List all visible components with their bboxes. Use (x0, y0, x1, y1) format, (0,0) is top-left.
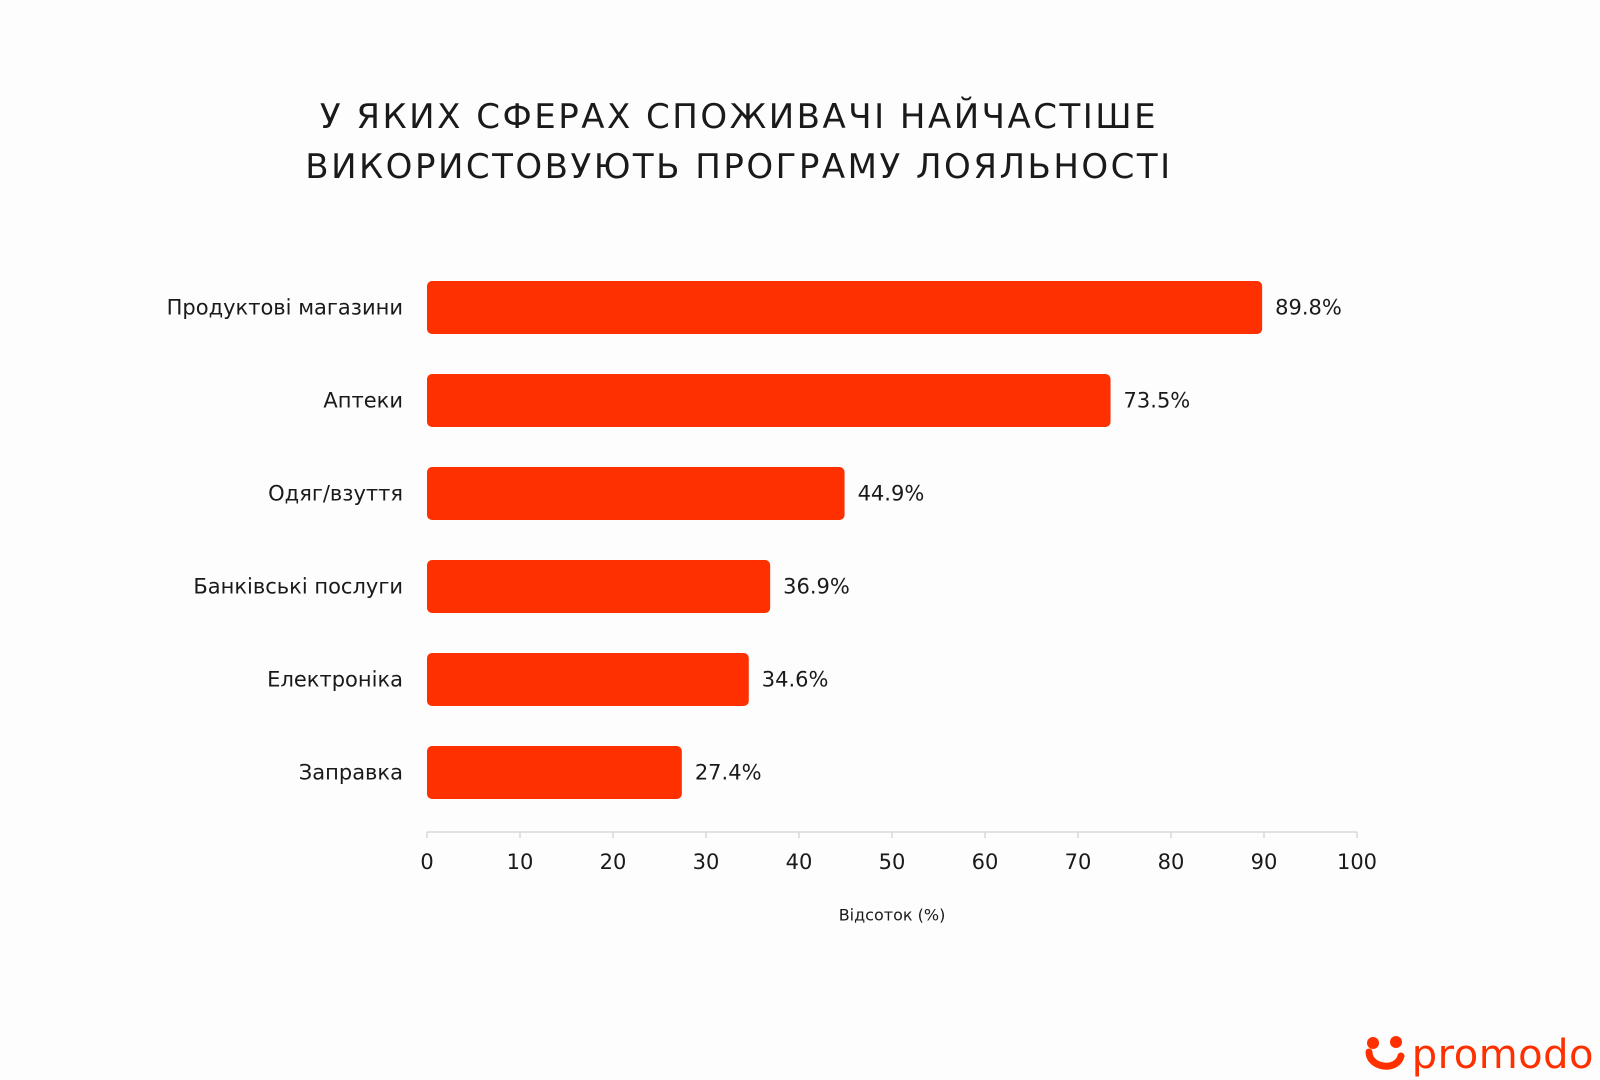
x-tick-label: 80 (1158, 850, 1185, 874)
bar (427, 467, 845, 520)
x-tick-label: 50 (879, 850, 906, 874)
category-label: Заправка (299, 761, 403, 785)
data-label: 34.6% (762, 668, 829, 692)
data-label: 73.5% (1124, 389, 1191, 413)
bar-chart: Продуктові магазини 89.8% Аптеки 73.5% Одяг/… (167, 281, 1377, 925)
x-tick-label: 100 (1337, 850, 1377, 874)
x-tick-label: 30 (693, 850, 720, 874)
x-axis-label: Відсоток (%) (839, 906, 946, 925)
bar (427, 746, 682, 799)
promodo-logo-icon (1365, 1036, 1405, 1070)
category-label: Аптеки (323, 389, 403, 413)
category-label: Продуктові магазини (167, 296, 403, 320)
brand-logo: promodo (1364, 1034, 1594, 1076)
x-tick-label: 70 (1065, 850, 1092, 874)
x-tick-label: 60 (972, 850, 999, 874)
brand-name: promodo (1411, 1032, 1594, 1078)
bar (427, 281, 1263, 334)
bar (427, 653, 749, 706)
chart-title-line-2: використовують програму лояльності (305, 147, 1173, 187)
x-tick-label: 40 (786, 850, 813, 874)
x-tick-label: 20 (600, 850, 627, 874)
bar (427, 374, 1111, 427)
data-label: 89.8% (1275, 296, 1342, 320)
x-tick-label: 90 (1251, 850, 1278, 874)
category-label: Банківські послуги (193, 575, 403, 599)
data-label: 44.9% (858, 482, 925, 506)
chart-title-line-1: У яких сферах споживачі найчастіше (319, 97, 1159, 137)
x-tick-label: 10 (507, 850, 534, 874)
chart-title: У яких сферах споживачі найчастіше викор… (0, 92, 1478, 192)
data-label: 36.9% (783, 575, 850, 599)
x-tick-label: 0 (420, 850, 433, 874)
category-label: Одяг/взуття (268, 482, 403, 506)
category-label: Електроніка (267, 668, 403, 692)
data-label: 27.4% (695, 761, 762, 785)
bar (427, 560, 771, 613)
